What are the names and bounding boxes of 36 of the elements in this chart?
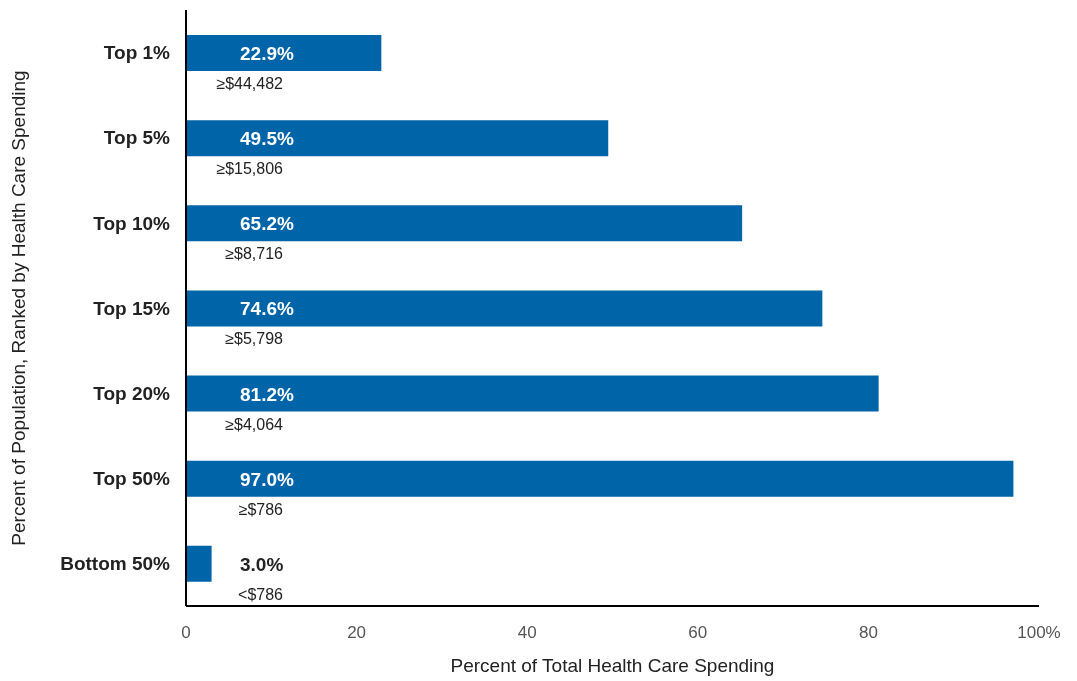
- annotation: ≥$4,064: [225, 415, 284, 433]
- x-tick-label: 20: [347, 623, 367, 643]
- bar: [186, 120, 609, 157]
- data-label: 49.5%: [240, 128, 294, 150]
- bar: [186, 290, 823, 327]
- y-tick-label: Top 15%: [93, 297, 171, 319]
- y-tick-label: Top 50%: [93, 468, 171, 490]
- y-tick-label: Top 20%: [93, 382, 171, 404]
- y-axis-title: Percent of Population, Ranked by Health Care Spending: [7, 70, 29, 546]
- y-tick-label: Top 1%: [103, 42, 171, 64]
- data-label: 65.2%: [240, 213, 294, 235]
- data-label: 3.0%: [240, 553, 284, 575]
- bar: [186, 460, 1014, 497]
- annotation: <$786: [238, 585, 284, 603]
- data-label: 97.0%: [240, 468, 294, 490]
- data-label: 74.6%: [240, 298, 294, 320]
- bar: [186, 375, 879, 412]
- y-tick-label: Top 10%: [93, 212, 171, 234]
- y-tick-label: Bottom 50%: [60, 553, 171, 575]
- x-tick-label: 60: [688, 623, 708, 643]
- annotation: ≥$44,482: [216, 75, 284, 92]
- bar: [186, 205, 743, 242]
- x-axis-title: Percent of Total Health Care Spending: [450, 655, 775, 676]
- x-tick-label: 80: [858, 623, 878, 643]
- annotation: ≥$15,806: [216, 160, 284, 178]
- x-tick-label: 40: [517, 623, 537, 643]
- annotation: ≥$786: [238, 500, 284, 518]
- bar: [186, 545, 212, 582]
- data-label: 22.9%: [240, 43, 294, 64]
- x-tick-label: 0: [181, 623, 191, 643]
- bar: [186, 35, 382, 71]
- y-tick-label: Top 5%: [103, 127, 171, 149]
- data-label: 81.2%: [240, 383, 294, 405]
- annotation: ≥$5,798: [225, 330, 284, 348]
- annotation: ≥$8,716: [225, 245, 284, 263]
- x-tick-label: 100%: [1017, 623, 1061, 643]
